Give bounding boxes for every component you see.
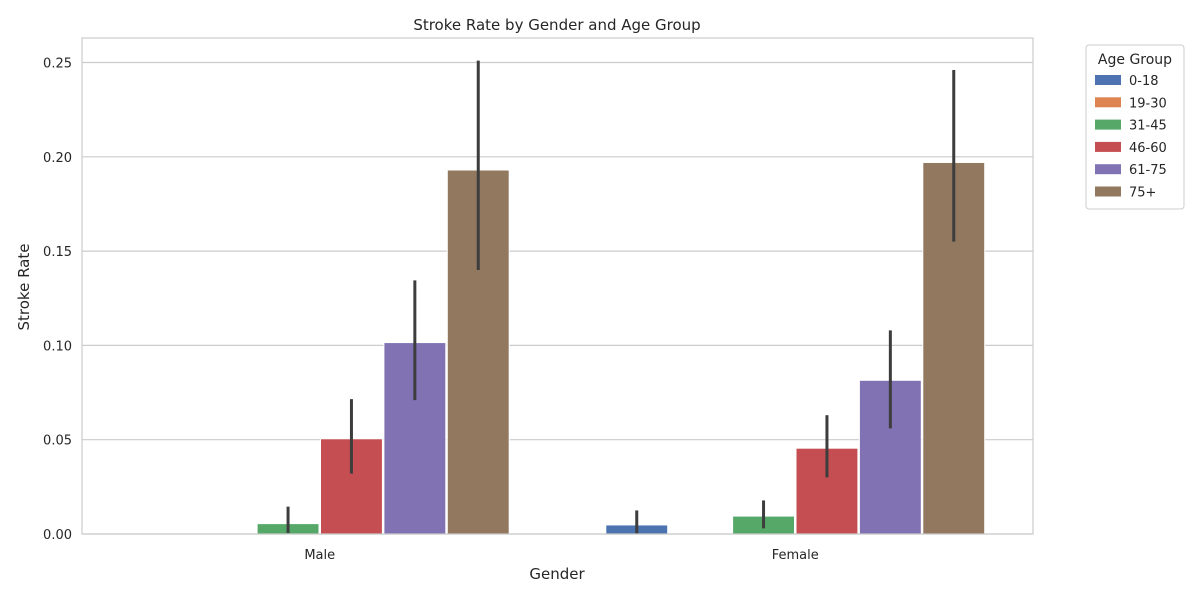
legend-swatch	[1095, 75, 1121, 85]
legend-items: 0-18 19-30 31-45 46-60 61-75 75+	[1095, 74, 1167, 201]
bars	[256, 161, 986, 535]
x-axis-label: Gender	[529, 565, 585, 583]
legend: Age Group 0-18 19-30 31-45 46-60 61-75 75+	[1085, 44, 1185, 210]
y-axis-label: Stroke Rate	[15, 244, 33, 331]
legend-swatch	[1095, 141, 1121, 152]
legend-label: 19-30	[1129, 96, 1167, 111]
legend-swatch	[1095, 97, 1121, 108]
x-tick-label: Female	[772, 548, 819, 563]
y-tick-label: 0.00	[43, 528, 72, 543]
legend-swatch	[1095, 186, 1121, 197]
legend-label: 75+	[1129, 186, 1156, 201]
error-bars	[286, 60, 956, 534]
y-tick-label: 0.20	[43, 151, 72, 166]
legend-label: 31-45	[1129, 119, 1167, 134]
x-tick-labels: Male Female	[304, 548, 818, 563]
legend-label: 61-75	[1129, 163, 1167, 178]
x-tick-label: Male	[304, 548, 335, 563]
y-tick-label: 0.10	[43, 339, 72, 354]
legend-label: 46-60	[1129, 141, 1167, 156]
y-tick-label: 0.05	[43, 434, 72, 449]
legend-swatch	[1095, 119, 1121, 130]
y-tick-label: 0.15	[43, 245, 72, 260]
legend-label: 0-18	[1129, 74, 1159, 89]
y-tick-label: 0.25	[43, 57, 72, 72]
chart-title: Stroke Rate by Gender and Age Group	[413, 16, 700, 34]
legend-swatch	[1095, 164, 1121, 175]
legend-title: Age Group	[1098, 52, 1172, 68]
plot-frame	[81, 37, 1034, 535]
y-tick-labels: 0.00 0.05 0.10 0.15 0.20 0.25	[43, 57, 72, 543]
